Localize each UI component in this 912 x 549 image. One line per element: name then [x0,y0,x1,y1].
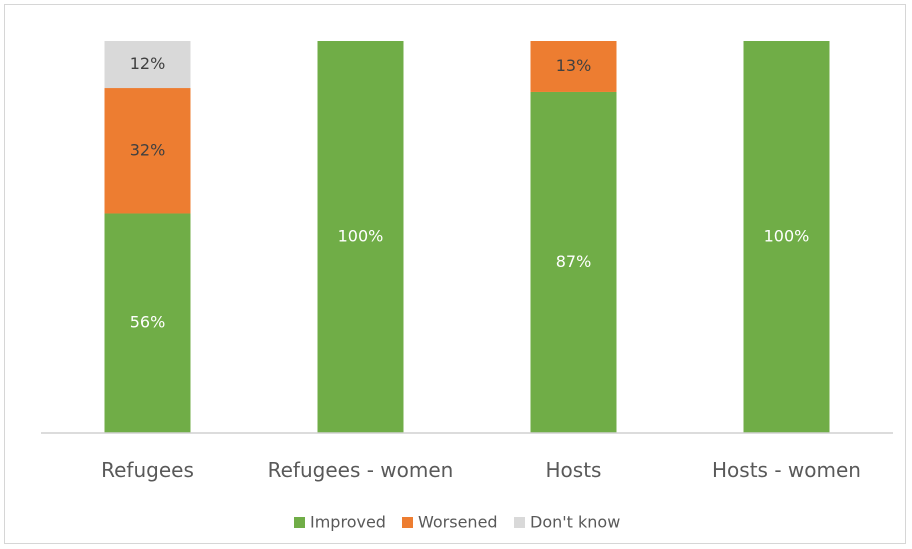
data-label-hosts-worsened: 13% [556,56,592,75]
legend: Improved Worsened Don't know [294,513,620,532]
legend-item-don-t-know: Don't know [514,513,620,532]
category-labels-layer: Refugees Refugees - women Hosts Hosts - wom… [101,458,861,482]
data-label-refugees-don-t-know: 12% [130,54,166,73]
legend-label-improved: Improved [310,513,386,532]
legend-label-worsened: Worsened [418,513,498,532]
legend-swatch-worsened [402,517,413,528]
category-label-hosts-women: Hosts - women [712,458,861,482]
legend-swatch-don-t-know [514,517,525,528]
bar-hosts-improved [530,91,617,434]
data-label-refugees-women-improved: 100% [338,227,384,246]
legend-swatch-improved [294,517,305,528]
category-label-refugees: Refugees [101,458,194,482]
data-labels-layer: 56% 32% 12% 100% 87% 13% 100% [130,54,810,332]
data-label-hosts-improved: 87% [556,252,592,271]
bar-refugees-don-t-know [104,41,191,89]
legend-item-worsened: Worsened [402,513,498,532]
legend-label-don-t-know: Don't know [530,513,620,532]
chart-frame: 56% 32% 12% 100% 87% 13% 100% Refugees Refugees… [4,4,906,544]
category-label-refugees-women: Refugees - women [268,458,454,482]
bar-refugees-improved [104,213,191,433]
category-label-hosts: Hosts [546,458,602,482]
stacked-bar-chart: 56%32%12%100%87%13%100% Refugees Refugees… [41,41,893,532]
bar-hosts-women-improved [743,41,830,433]
legend-item-improved: Improved [294,513,386,532]
data-label-hosts-women-improved: 100% [764,227,810,246]
bar-refugees-worsened [104,88,191,214]
bars-layer [104,41,830,434]
data-label-refugees-worsened: 32% [130,140,166,159]
bar-refugees-women-improved [317,41,404,433]
data-label-refugees-improved: 56% [130,313,166,332]
bar-hosts-worsened [530,41,617,92]
